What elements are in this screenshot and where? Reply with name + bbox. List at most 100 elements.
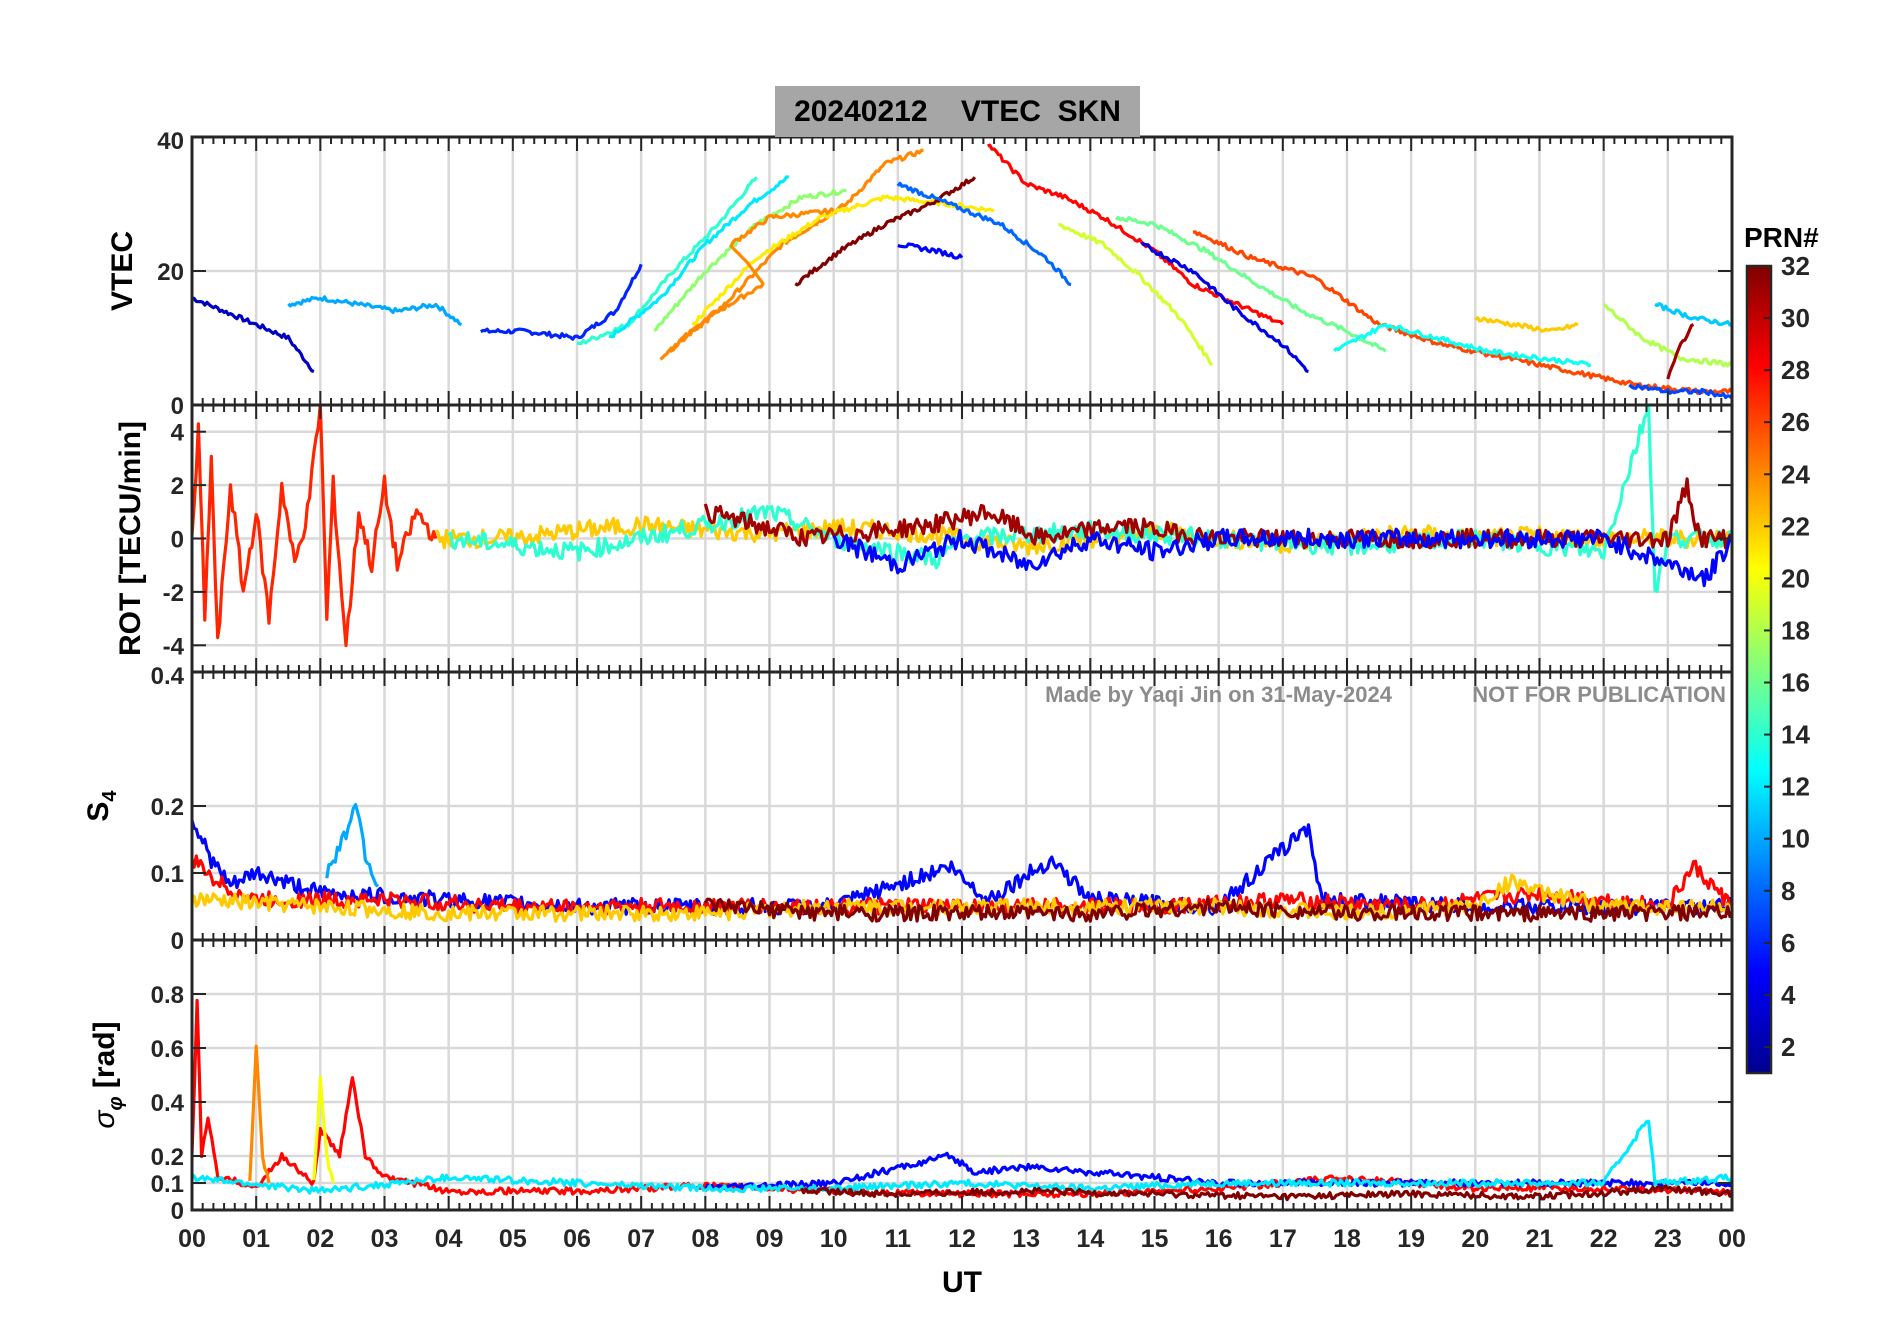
cbar-tick-label-7: 16 [1781, 668, 1810, 698]
series-rot-prn14-2 [447, 405, 1732, 594]
ytick-label-sigma-0: 0 [171, 1198, 184, 1225]
ytick-label-s4-2: 0.2 [151, 794, 184, 821]
ytick-label-sigma-5: 0.8 [151, 982, 184, 1009]
title-box [775, 86, 1140, 137]
xtick-label-2: 02 [306, 1225, 334, 1253]
title-date: 20240212 [794, 95, 928, 128]
cbar-tick-label-15: 32 [1781, 251, 1810, 281]
xtick-label-11: 11 [885, 1225, 912, 1253]
xtick-label-12: 12 [948, 1225, 976, 1253]
cbar-tick-label-9: 20 [1781, 563, 1810, 593]
cbar-tick-label-0: 2 [1781, 1032, 1795, 1062]
cbar-tick-label-11: 24 [1781, 459, 1810, 489]
series-vtec-prn8-11 [896, 181, 1072, 286]
series-vtec-prn10-2 [287, 295, 463, 327]
series-vtec-prn6-1 [480, 263, 643, 341]
series-vtec-prn18-19 [1603, 303, 1732, 368]
xtick-label-0: 00 [178, 1225, 206, 1253]
series-s4-prn32-4 [703, 897, 1732, 923]
ylabel-sigma: σφ [rad] [88, 1021, 127, 1128]
ytick-label-vtec-2: 40 [157, 128, 184, 155]
series-sigma-prn20-2 [312, 1075, 335, 1184]
x-axis-label: UT [942, 1266, 982, 1299]
xtick-label-14: 14 [1076, 1225, 1104, 1253]
series-vtec-prn31-21 [1666, 323, 1695, 380]
ylabel-sigma-sub: φ [105, 1096, 127, 1110]
series-sigma-prn32-5 [800, 1184, 1732, 1202]
ytick-label-vtec-1: 20 [157, 259, 184, 286]
xtick-label-21: 21 [1526, 1225, 1554, 1253]
series-rot-prn5-4 [832, 527, 1732, 588]
xtick-label-22: 22 [1590, 1225, 1618, 1253]
cbar-tick-label-12: 26 [1781, 407, 1810, 437]
series-vtec-prn19-14 [1058, 223, 1214, 367]
ytick-label-rot-2: 0 [171, 527, 184, 554]
xtick-label-9: 09 [756, 1225, 784, 1253]
xtick-label-6: 06 [563, 1225, 591, 1253]
ytick-label-s4-0: 0 [171, 928, 184, 955]
xtick-label-5: 05 [499, 1225, 527, 1253]
series-vtec-prn13-17 [1333, 323, 1592, 368]
xtick-label-24: 00 [1718, 1225, 1746, 1253]
title-station: SKN [1057, 95, 1121, 128]
series-vtec-prn7-22 [1628, 383, 1732, 400]
xtick-label-10: 10 [820, 1225, 848, 1253]
ytick-label-sigma-1: 0.1 [151, 1171, 184, 1198]
series-sigma-prn12-4 [192, 1119, 1732, 1195]
cbar-tick-label-13: 28 [1781, 355, 1810, 385]
cbar-tick-label-2: 6 [1781, 928, 1795, 958]
ytick-label-rot-3: 2 [171, 473, 184, 500]
watermark-credit: Made by Yaqi Jin on 31-May-2024 [1045, 682, 1393, 707]
series-vtec-prn12-4 [608, 175, 790, 339]
xtick-label-3: 03 [371, 1225, 399, 1253]
xtick-label-19: 19 [1397, 1225, 1425, 1253]
ytick-label-s4-1: 0.1 [151, 861, 184, 888]
xtick-label-16: 16 [1205, 1225, 1233, 1253]
data-layer [192, 143, 1732, 1202]
series-sigma-prn24-1 [248, 1044, 271, 1184]
cbar-tick-label-10: 22 [1781, 511, 1810, 541]
series-vtec-prn21-7 [691, 194, 995, 326]
title-quantity: VTEC [960, 95, 1041, 128]
cbar-tick-label-3: 8 [1781, 876, 1795, 906]
xtick-label-4: 04 [435, 1225, 463, 1253]
series-vtec-prn28-10 [987, 143, 1285, 326]
ytick-label-s4-3: 0.4 [151, 663, 185, 690]
ytick-label-rot-4: 4 [171, 420, 185, 447]
ytick-label-rot-0: -4 [163, 633, 185, 660]
series-vtec-prn22-18 [1474, 316, 1579, 333]
series-vtec-prn32-9 [794, 176, 977, 287]
xtick-label-7: 07 [627, 1225, 655, 1253]
ylabel-rot: ROT [TECU/min] [114, 421, 147, 656]
xtick-label-13: 13 [1012, 1225, 1040, 1253]
ylabel-sigma-unit: [rad] [88, 1021, 121, 1096]
ylabel-sigma-base: σ [88, 1109, 121, 1129]
colorbar [1745, 264, 1773, 1075]
axes-layer [190, 135, 1773, 1212]
series-vtec-prn26-15 [1192, 230, 1732, 396]
series-rot-prn27-0 [192, 405, 438, 648]
xtick-label-15: 15 [1141, 1225, 1169, 1253]
cbar-tick-label-6: 14 [1781, 720, 1810, 750]
ylabel-s4-base: S [82, 802, 115, 822]
xtick-label-8: 08 [691, 1225, 719, 1253]
series-vtec-prn17-5 [653, 188, 847, 332]
cbar-tick-label-8: 18 [1781, 615, 1810, 645]
xtick-label-17: 17 [1269, 1225, 1297, 1253]
colorbar-label: PRN# [1744, 222, 1819, 253]
ytick-label-vtec-0: 0 [171, 393, 184, 420]
ylabel-s4-sub: 4 [99, 790, 121, 802]
series-vtec-prn5-12 [897, 242, 964, 260]
ytick-label-sigma-4: 0.6 [151, 1036, 184, 1063]
series-s4-prn10-0 [325, 802, 380, 888]
ytick-label-sigma-2: 0.2 [151, 1144, 184, 1171]
ytick-label-sigma-3: 0.4 [151, 1090, 185, 1117]
cbar-tick-label-4: 10 [1781, 824, 1810, 854]
cbar-tick-label-14: 30 [1781, 303, 1810, 333]
series-vtec-prn24-8 [659, 207, 835, 361]
series-vtec-prn3-0 [192, 296, 315, 374]
ylabel-vtec: VTEC [106, 231, 139, 311]
